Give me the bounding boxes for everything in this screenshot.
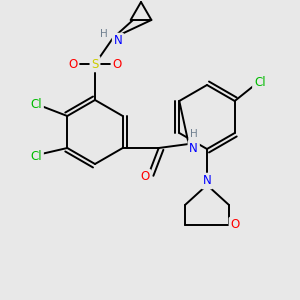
Text: N: N: [202, 175, 211, 188]
Text: H: H: [190, 129, 198, 139]
Text: N: N: [114, 34, 122, 47]
Text: Cl: Cl: [31, 149, 42, 163]
Text: O: O: [68, 58, 78, 70]
Text: H: H: [100, 29, 108, 39]
Text: O: O: [230, 218, 240, 232]
Text: Cl: Cl: [31, 98, 42, 110]
Text: Cl: Cl: [254, 76, 266, 89]
Text: N: N: [189, 142, 198, 154]
Text: O: O: [112, 58, 122, 70]
Text: S: S: [91, 58, 99, 70]
Text: O: O: [140, 170, 149, 184]
